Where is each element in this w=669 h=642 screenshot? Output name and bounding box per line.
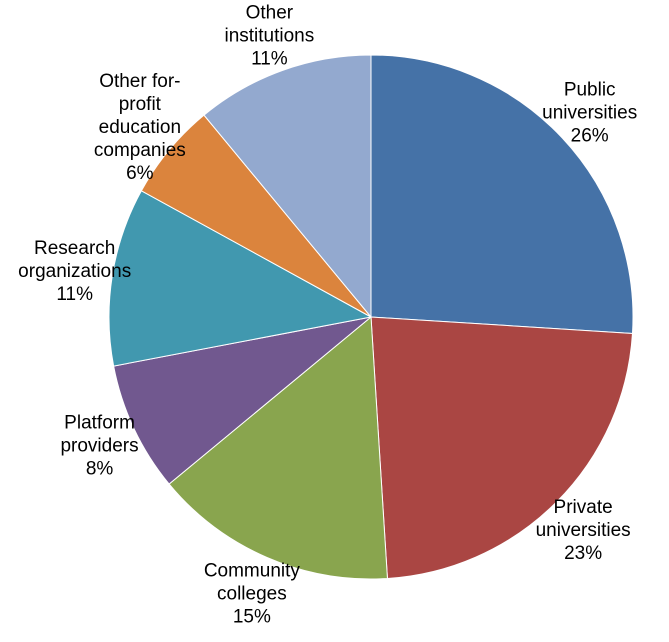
pie-slice bbox=[203, 54, 372, 319]
slice-label: Community colleges 15% bbox=[204, 560, 301, 627]
slice-percent-label: 11% bbox=[251, 49, 288, 70]
pie-slice bbox=[370, 316, 634, 580]
pie-slice bbox=[108, 190, 373, 367]
slice-name-label: colleges bbox=[217, 583, 287, 604]
slice-percent-label: 26% bbox=[571, 126, 609, 147]
slice-name-label: organizations bbox=[18, 261, 131, 282]
slice-name-label: Community bbox=[204, 560, 301, 581]
slice-percent-label: 23% bbox=[564, 543, 602, 564]
slice-percent-label: 11% bbox=[56, 284, 93, 305]
slice-label: Private universities 23% bbox=[536, 497, 631, 564]
slice-name-label: Platform bbox=[64, 413, 135, 434]
slice-percent-label: 15% bbox=[233, 606, 271, 627]
slice-name-label: Other bbox=[246, 3, 294, 24]
slice-label: Other for-profit education companies 6% bbox=[94, 71, 186, 184]
slice-name-label: profit bbox=[119, 94, 162, 115]
slice-name-label: providers bbox=[60, 436, 138, 457]
pie-labels: Public universities 26%Private universities… bbox=[18, 3, 637, 628]
pie-slice bbox=[168, 315, 388, 580]
pie-slices bbox=[108, 54, 634, 580]
pie-slice bbox=[370, 54, 634, 334]
slice-label: Platform providers 8% bbox=[60, 413, 138, 480]
slice-label: Research organizations 11% bbox=[18, 238, 131, 305]
slice-label: Other institutions 11% bbox=[224, 3, 314, 70]
slice-name-label: Public bbox=[564, 80, 616, 101]
slice-percent-label: 6% bbox=[126, 163, 154, 184]
slice-name-label: Research bbox=[34, 238, 115, 259]
slice-name-label: institutions bbox=[224, 26, 314, 47]
slice-name-label: Private bbox=[554, 497, 613, 518]
slice-name-label: education bbox=[99, 117, 181, 138]
slice-label: Public universities 26% bbox=[542, 80, 637, 147]
slice-name-label: universities bbox=[536, 520, 631, 541]
pie-slice bbox=[113, 316, 372, 485]
slice-percent-label: 8% bbox=[86, 459, 114, 480]
slice-name-label: Other for- bbox=[99, 71, 180, 92]
slice-name-label: companies bbox=[94, 140, 186, 161]
slice-name-label: universities bbox=[542, 103, 637, 124]
